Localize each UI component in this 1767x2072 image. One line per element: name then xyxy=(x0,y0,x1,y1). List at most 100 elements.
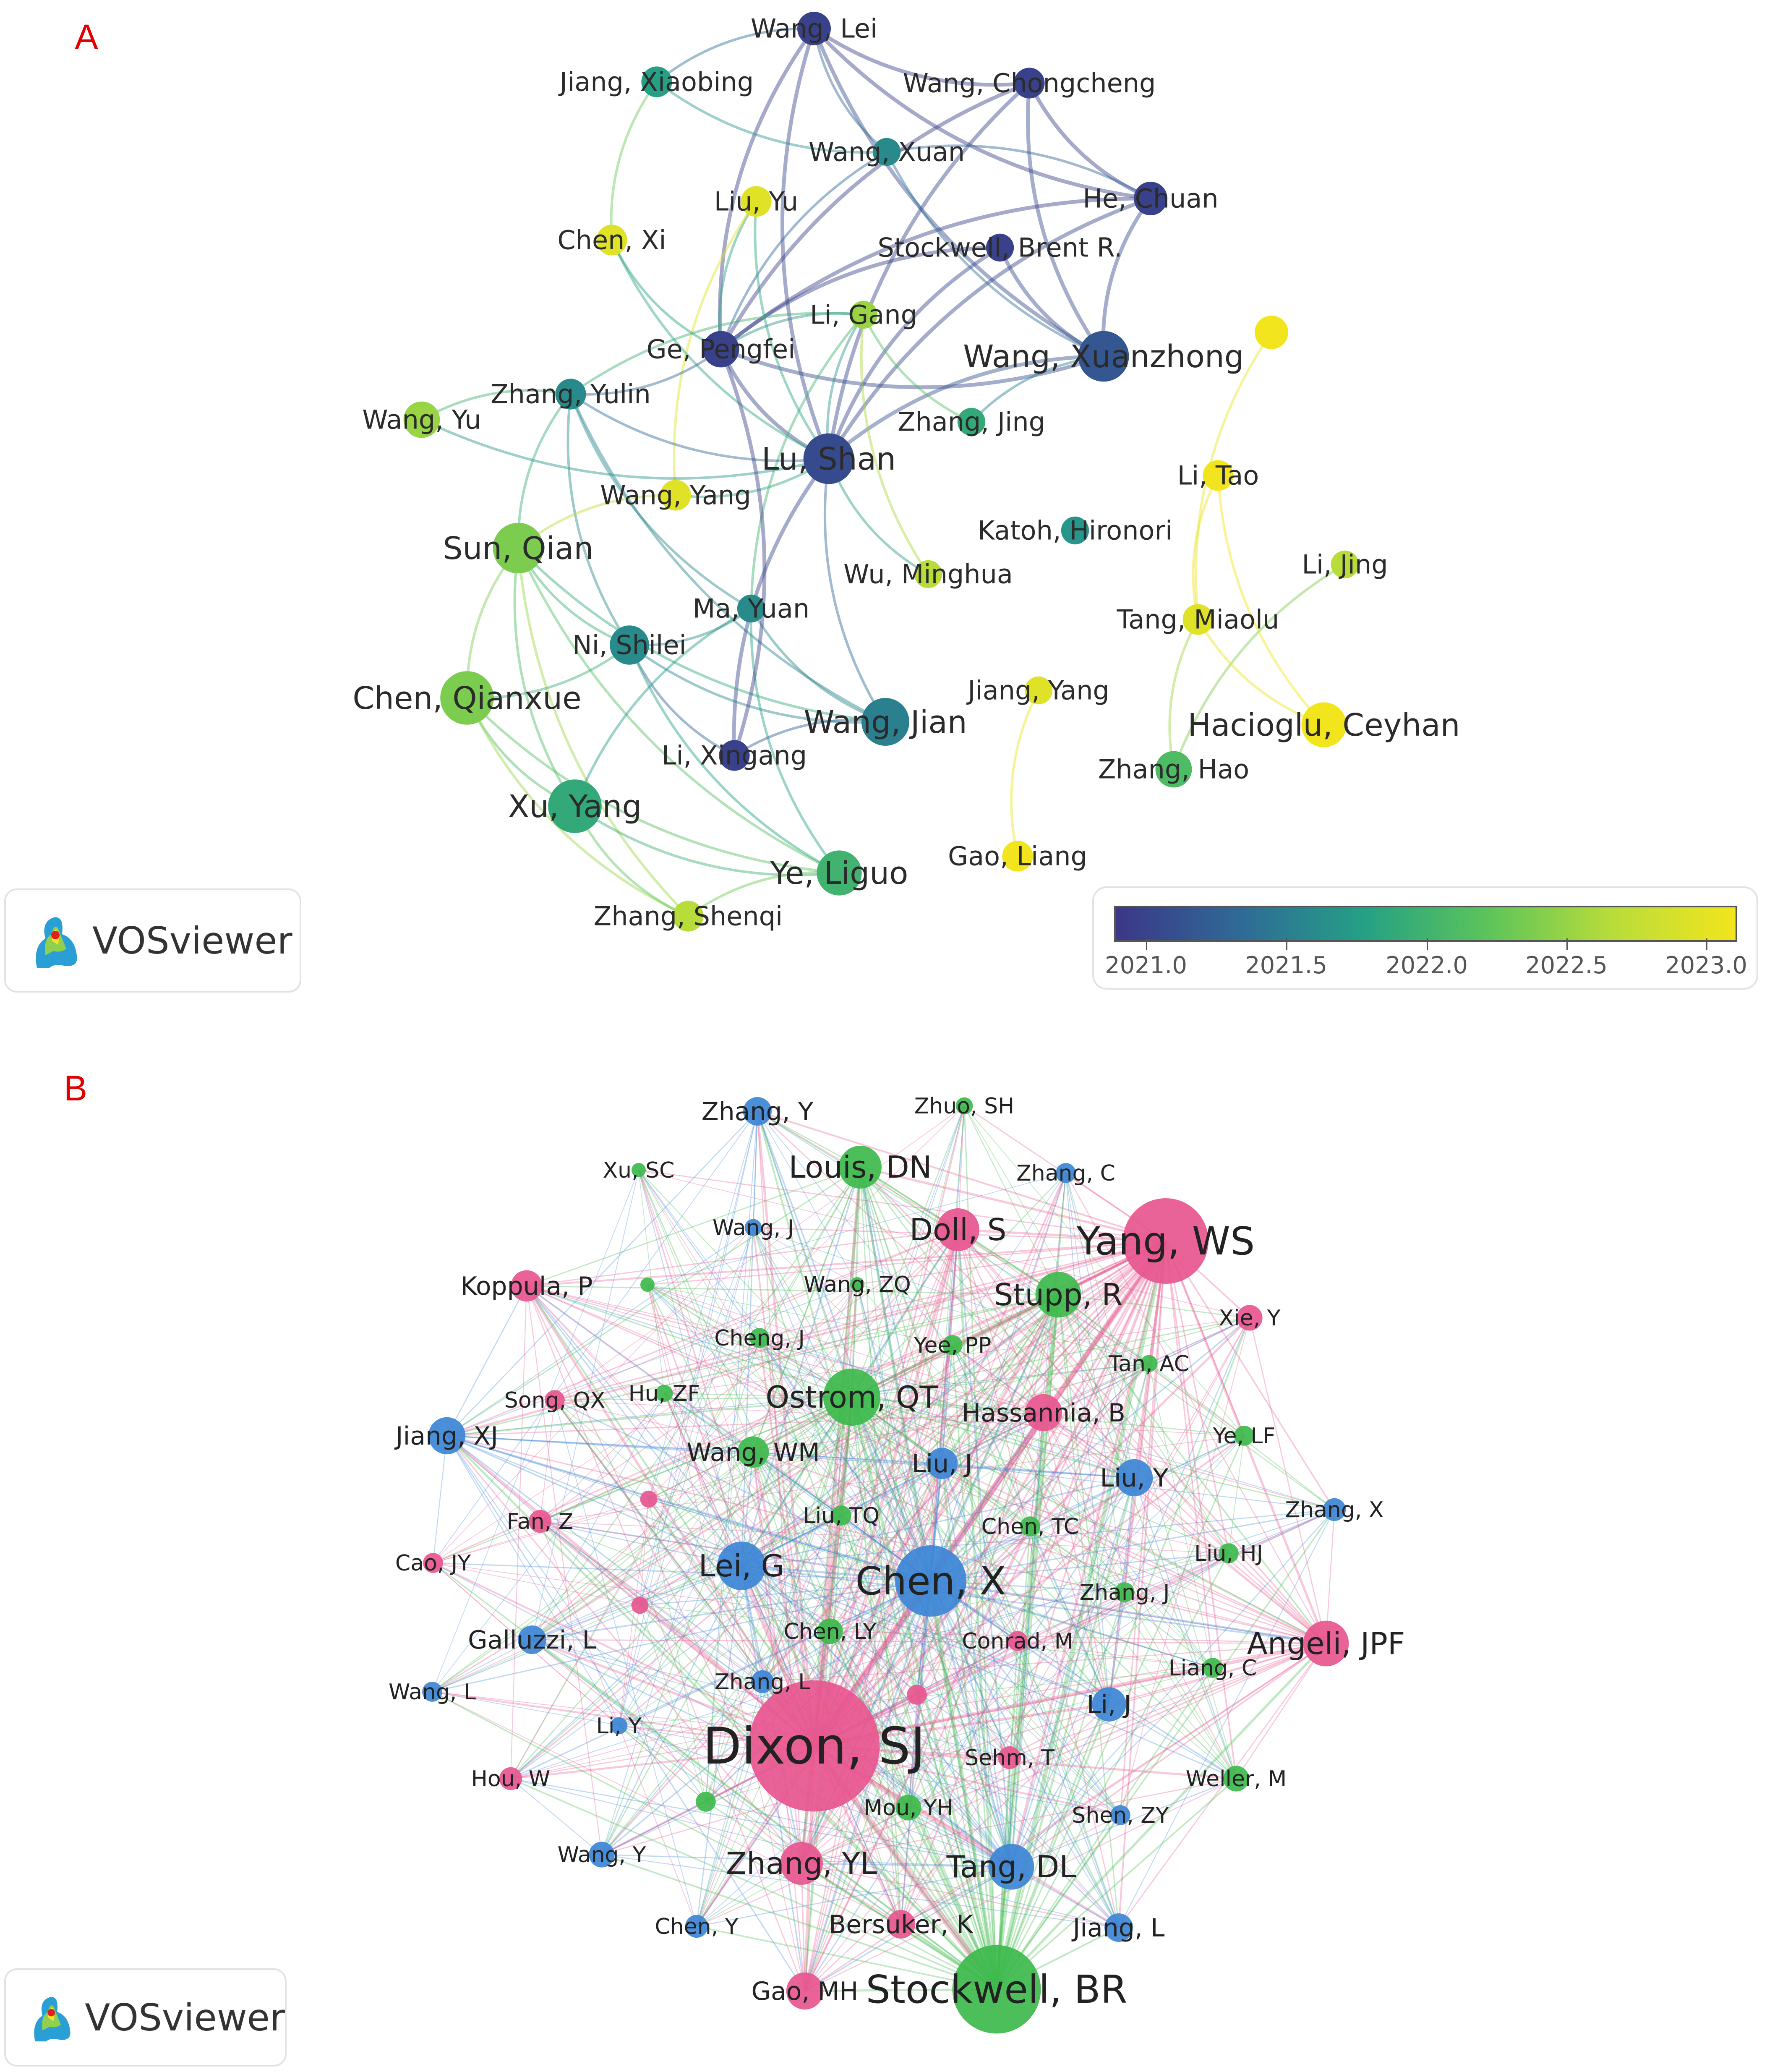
node-unlabeled[interactable] xyxy=(640,1278,655,1292)
edge-b-410 xyxy=(432,1435,448,1563)
node-yang-ws[interactable] xyxy=(1123,1198,1208,1284)
node-jiang-yang[interactable] xyxy=(1024,676,1053,705)
node-chen-xi[interactable] xyxy=(596,225,627,256)
node-ge-pengfei[interactable] xyxy=(702,331,739,368)
node-he-chuan[interactable] xyxy=(1134,182,1167,215)
node-yee-pp[interactable] xyxy=(942,1335,963,1355)
node-lu-shan[interactable] xyxy=(803,433,854,484)
node-xu-sc[interactable] xyxy=(632,1163,646,1177)
node-stockwell-brent-r[interactable] xyxy=(986,233,1014,262)
node-wang-y[interactable] xyxy=(589,1842,615,1868)
node-zhang-j[interactable] xyxy=(1114,1582,1135,1602)
node-wang-yu[interactable] xyxy=(403,401,440,438)
node-liu-j[interactable] xyxy=(926,1448,958,1479)
node-bersuker-k[interactable] xyxy=(887,1910,915,1939)
node-liu-hj[interactable] xyxy=(1219,1543,1239,1563)
node-ye-liguo[interactable] xyxy=(817,850,862,896)
node-conrad-m[interactable] xyxy=(1007,1631,1028,1651)
node-chen-ly[interactable] xyxy=(817,1618,843,1644)
node-wang-xuan[interactable] xyxy=(872,138,901,166)
node-wang-zq[interactable] xyxy=(850,1277,864,1291)
node-gao-mh[interactable] xyxy=(786,1972,824,2010)
node-koppula-p[interactable] xyxy=(511,1270,543,1302)
node-li-j[interactable] xyxy=(1092,1687,1126,1722)
node-zhang-c[interactable] xyxy=(1056,1163,1076,1183)
node-unlabeled[interactable] xyxy=(1255,316,1288,349)
node-zhang-shenqi[interactable] xyxy=(673,901,704,932)
node-xie-y[interactable] xyxy=(1237,1305,1263,1331)
node-louis-dn[interactable] xyxy=(839,1146,882,1189)
node-sun-qian[interactable] xyxy=(493,523,544,574)
node-wang-yang[interactable] xyxy=(660,480,691,511)
node-jiang-xj[interactable] xyxy=(428,1417,466,1455)
node-unlabeled[interactable] xyxy=(907,1685,927,1705)
node-li-gang[interactable] xyxy=(849,300,878,329)
node-unlabeled[interactable] xyxy=(631,1596,649,1614)
node-jiang-xiaobing[interactable] xyxy=(641,66,672,97)
node-ye-lf[interactable] xyxy=(1234,1426,1254,1446)
node-sehm-t[interactable] xyxy=(998,1746,1021,1769)
node-li-jing[interactable] xyxy=(1331,550,1359,579)
node-zhang-l[interactable] xyxy=(751,1670,774,1693)
node-chen-x[interactable] xyxy=(895,1545,966,1617)
node-shen-zy[interactable] xyxy=(1110,1805,1130,1825)
node-hassannia-b[interactable] xyxy=(1025,1394,1062,1432)
node-wu-minghua[interactable] xyxy=(914,560,942,588)
node-li-tao[interactable] xyxy=(1203,460,1234,491)
node-ostrom-qt[interactable] xyxy=(823,1369,880,1426)
node-gao-liang[interactable] xyxy=(1002,841,1033,872)
node-unlabeled[interactable] xyxy=(696,1792,716,1812)
node-angeli-jpf[interactable] xyxy=(1303,1620,1349,1667)
node-stockwell-br[interactable] xyxy=(952,1945,1041,2034)
node-hu-zf[interactable] xyxy=(655,1385,673,1402)
node-zhang-yulin[interactable] xyxy=(555,379,586,410)
node-dixon-sj[interactable] xyxy=(748,1680,880,1812)
node-lei-g[interactable] xyxy=(717,1542,766,1590)
node-liu-y[interactable] xyxy=(1115,1459,1153,1497)
node-zhuo-sh[interactable] xyxy=(955,1097,973,1115)
node-zhang-hao[interactable] xyxy=(1155,751,1192,788)
node-katoh-hironori[interactable] xyxy=(1061,516,1089,545)
node-chen-tc[interactable] xyxy=(1020,1516,1040,1536)
node-unlabeled[interactable] xyxy=(640,1490,658,1508)
node-zhang-yl[interactable] xyxy=(780,1842,823,1885)
node-liang-c[interactable] xyxy=(1203,1658,1223,1678)
node-ma-yuan[interactable] xyxy=(737,594,765,623)
edge-b-648 xyxy=(432,1691,1010,1758)
node-liu-yu[interactable] xyxy=(741,186,772,217)
node-hacioglu-ceyhan[interactable] xyxy=(1301,702,1347,747)
node-song-qx[interactable] xyxy=(545,1390,565,1410)
node-cheng-j[interactable] xyxy=(749,1328,770,1348)
node-hou-w[interactable] xyxy=(499,1767,522,1790)
node-li-y[interactable] xyxy=(610,1717,628,1735)
node-wang-l[interactable] xyxy=(422,1682,442,1702)
node-mou-yh[interactable] xyxy=(895,1795,921,1821)
node-tang-miaolu[interactable] xyxy=(1182,604,1214,635)
node-chen-qianxue[interactable] xyxy=(440,671,494,725)
node-li-xingang[interactable] xyxy=(719,740,750,771)
node-zhang-y[interactable] xyxy=(743,1097,772,1126)
node-zhang-jing[interactable] xyxy=(957,408,986,436)
node-chen-y[interactable] xyxy=(685,1915,708,1938)
label-lu-shan: Lu, Shan xyxy=(762,441,896,477)
node-jiang-l[interactable] xyxy=(1104,1913,1133,1942)
node-doll-s[interactable] xyxy=(937,1208,979,1251)
edge-b-330 xyxy=(554,1400,830,1632)
node-stupp-r[interactable] xyxy=(1035,1272,1081,1318)
node-xu-yang[interactable] xyxy=(548,779,602,833)
node-wang-wm[interactable] xyxy=(737,1436,769,1468)
node-fan-z[interactable] xyxy=(528,1510,552,1533)
node-wang-lei[interactable] xyxy=(797,12,831,45)
node-liu-tq[interactable] xyxy=(831,1505,851,1526)
node-cao-jy[interactable] xyxy=(423,1553,443,1573)
node-tan-ac[interactable] xyxy=(1140,1355,1158,1372)
node-ni-shilei[interactable] xyxy=(610,625,649,665)
node-wang-j[interactable] xyxy=(744,1219,762,1236)
node-tang-dl[interactable] xyxy=(988,1844,1034,1890)
node-zhang-x[interactable] xyxy=(1323,1498,1346,1521)
node-wang-xuanzhong[interactable] xyxy=(1078,331,1129,382)
node-weller-m[interactable] xyxy=(1223,1766,1249,1792)
node-wang-chongcheng[interactable] xyxy=(1014,68,1045,99)
node-wang-jian[interactable] xyxy=(861,698,909,746)
node-galluzzi-l[interactable] xyxy=(518,1625,546,1654)
